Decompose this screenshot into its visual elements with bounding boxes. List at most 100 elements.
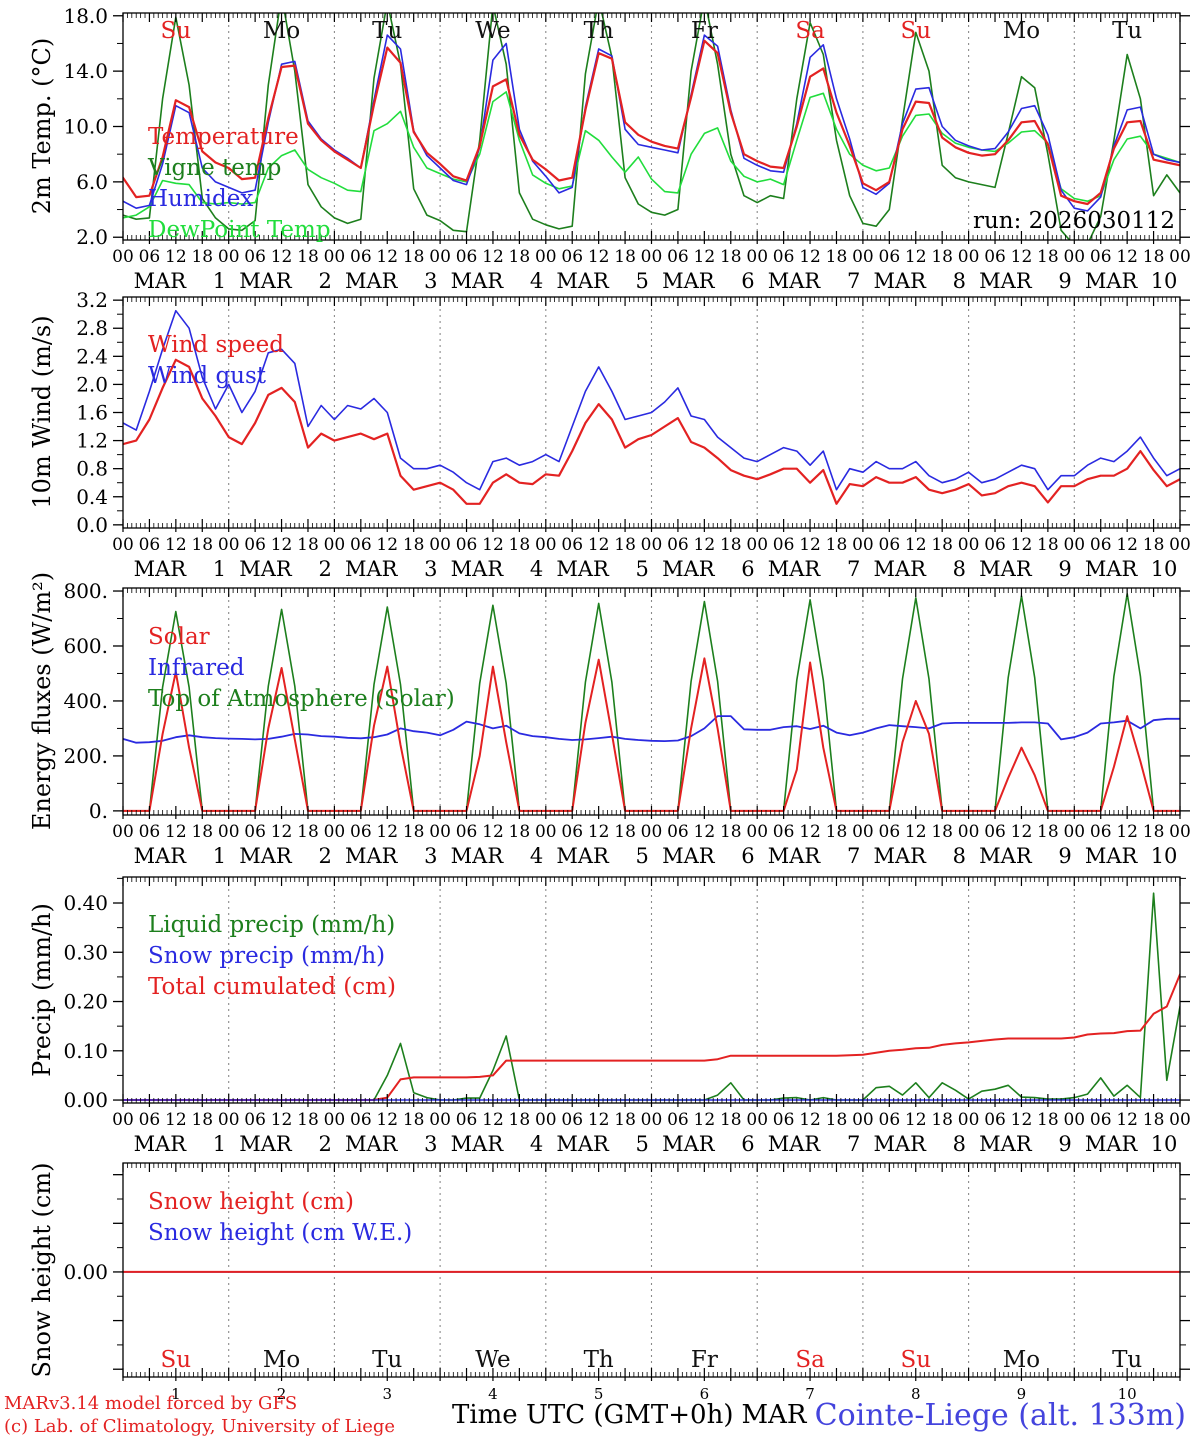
date-label: MAR 3 (345, 269, 438, 293)
hour-tick-label: 12 (799, 822, 821, 842)
hour-tick-label: 00 (429, 247, 451, 267)
hour-tick-label: 18 (509, 247, 531, 267)
ylabel-precip: Precip (mm/h) (28, 903, 56, 1077)
credit-model: MARv3.14 model forced by GFS (4, 1393, 298, 1414)
hour-tick-label: 18 (614, 822, 636, 842)
hour-tick-label: 00 (535, 247, 557, 267)
hour-tick-label: 00 (429, 535, 451, 555)
y-tick-label: 2.0 (76, 225, 108, 249)
hour-tick-label: 06 (456, 247, 478, 267)
hour-tick-label: 12 (799, 535, 821, 555)
legend-vigne-temp: Vigne temp (148, 155, 282, 181)
date-label: MAR 4 (451, 844, 544, 868)
day-name-label: We (475, 1347, 510, 1373)
hour-tick-label: 06 (350, 247, 372, 267)
hour-tick-label: 18 (191, 822, 213, 842)
y-tick-label: 0. (89, 799, 108, 823)
hour-tick-label: 18 (403, 247, 425, 267)
date-label: MAR 9 (979, 557, 1072, 581)
precip-legend: Liquid precip (mm/h) Snow precip (mm/h) … (148, 910, 396, 1003)
date-label: MAR 8 (873, 269, 966, 293)
date-label: MAR 9 (979, 269, 1072, 293)
hour-tick-label: 06 (139, 822, 161, 842)
day-name-label: Mo (1003, 18, 1040, 44)
hour-tick-label: 06 (879, 247, 901, 267)
hour-tick-label: 06 (139, 535, 161, 555)
hour-tick-label: 06 (1090, 1110, 1112, 1130)
hour-tick-label: 12 (482, 1110, 504, 1130)
hour-tick-label: 00 (1169, 535, 1191, 555)
hour-tick-label: 18 (720, 535, 742, 555)
hour-tick-label: 12 (271, 822, 293, 842)
hour-tick-label: 12 (905, 1110, 927, 1130)
hour-tick-label: 12 (1116, 822, 1138, 842)
date-label: MAR 1 (134, 269, 227, 293)
y-tick-label: 0.40 (63, 891, 108, 915)
hour-tick-label: 18 (1037, 1110, 1059, 1130)
legend-toa: Top of Atmosphere (Solar) (148, 686, 455, 712)
hour-tick-label: 06 (561, 1110, 583, 1130)
hour-tick-label: 12 (799, 1110, 821, 1130)
hour-tick-label: 18 (297, 822, 319, 842)
hour-tick-label: 00 (112, 247, 134, 267)
hour-tick-label: 18 (509, 822, 531, 842)
hour-tick-label: 00 (324, 247, 346, 267)
ylabel-temp: 2m Temp. (°C) (28, 37, 56, 215)
hour-tick-label: 06 (139, 247, 161, 267)
hour-tick-label: 00 (1063, 1110, 1085, 1130)
date-label: MAR 8 (873, 557, 966, 581)
hour-tick-label: 12 (271, 535, 293, 555)
hour-tick-label: 00 (1169, 1110, 1191, 1130)
hour-tick-label: 18 (614, 1110, 636, 1130)
panel-temp: 18.014.010.06.02.000 06 12 18 00 06 12 18 00 06 12… (63, 4, 1190, 293)
date-label: MAR 10 (1085, 269, 1178, 293)
date-label: MAR 5 (556, 844, 649, 868)
hour-tick-label: 12 (1116, 1110, 1138, 1130)
hour-tick-label: 12 (694, 822, 716, 842)
day-name-label: Mo (263, 18, 300, 44)
hour-tick-label: 12 (1011, 1110, 1033, 1130)
y-tick-label: 0.20 (63, 990, 108, 1014)
hour-tick-label: 18 (826, 822, 848, 842)
hour-tick-label: 12 (1011, 535, 1033, 555)
legend-solar: Solar (148, 624, 210, 650)
legend-liquid-precip: Liquid precip (mm/h) (148, 912, 396, 938)
hour-tick-label: 12 (482, 247, 504, 267)
panel-energy: 800.600.400.200.0.00 06 12 18 00 06 12 18 00 06 12… (63, 579, 1190, 868)
hour-tick-label: 06 (667, 247, 689, 267)
y-tick-label: 200. (63, 744, 108, 768)
hour-tick-label: 06 (350, 822, 372, 842)
hour-tick-label: 00 (324, 822, 346, 842)
hour-tick-label: 06 (667, 535, 689, 555)
hour-tick-label: 12 (1011, 822, 1033, 842)
legend-snow-height-we: Snow height (cm W.E.) (148, 1220, 413, 1246)
day-name-label: Sa (795, 1347, 825, 1373)
hour-tick-label: 18 (614, 535, 636, 555)
y-tick-label: 0.4 (76, 485, 108, 509)
hour-tick-label: 00 (641, 822, 663, 842)
hour-tick-label: 06 (561, 822, 583, 842)
hour-tick-label: 06 (773, 247, 795, 267)
y-tick-label: 0.00 (63, 1260, 108, 1284)
hour-tick-label: 12 (165, 535, 187, 555)
hour-tick-label: 18 (1037, 822, 1059, 842)
hour-tick-label: 12 (588, 535, 610, 555)
hour-tick-label: 06 (244, 822, 266, 842)
day-number-label: 3 (382, 1385, 392, 1403)
hour-tick-label: 18 (1143, 247, 1165, 267)
hour-tick-label: 06 (879, 822, 901, 842)
day-name-label: Tu (372, 1347, 402, 1373)
hour-tick-label: 12 (694, 1110, 716, 1130)
y-tick-label: 2.0 (76, 372, 108, 396)
month-label: MAR (741, 1400, 807, 1430)
series-wind-gust (123, 309, 1180, 491)
station-title: Cointe-Liege (alt. 133m) (814, 1398, 1186, 1433)
hour-tick-label: 00 (958, 1110, 980, 1130)
hour-tick-label: 00 (958, 822, 980, 842)
y-tick-label: 2.4 (76, 344, 108, 368)
hour-tick-label: 18 (297, 535, 319, 555)
hour-tick-label: 06 (1090, 822, 1112, 842)
hour-tick-label: 06 (244, 247, 266, 267)
hour-tick-label: 00 (218, 247, 240, 267)
date-label: MAR 4 (451, 1132, 544, 1156)
